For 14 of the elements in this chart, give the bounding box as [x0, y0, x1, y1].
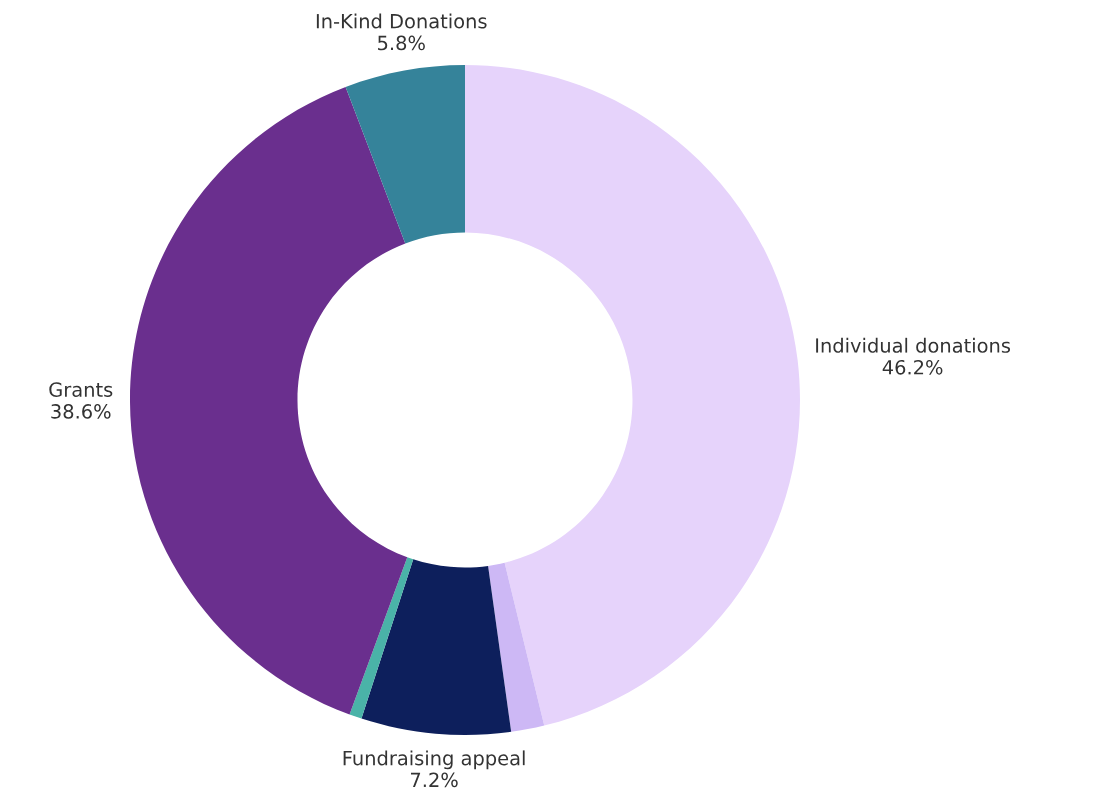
donut-slice	[361, 559, 512, 735]
donut-slice	[130, 87, 408, 715]
slice-label: Fundraising appeal	[343, 750, 525, 770]
data-label: 5.8%	[378, 35, 425, 51]
slice-label: Individual donations	[816, 337, 1011, 353]
data-label: 46.2%	[882, 359, 943, 375]
donut-slice	[488, 562, 545, 732]
data-label: 38.6%	[51, 404, 111, 419]
donut-slice	[349, 557, 414, 719]
slice-label: Grants	[49, 382, 113, 397]
donut-slice	[465, 65, 800, 726]
data-label: 7.2%	[410, 772, 458, 788]
slice-label: In-Kind Donations	[316, 13, 487, 29]
donut-slice	[345, 65, 465, 244]
